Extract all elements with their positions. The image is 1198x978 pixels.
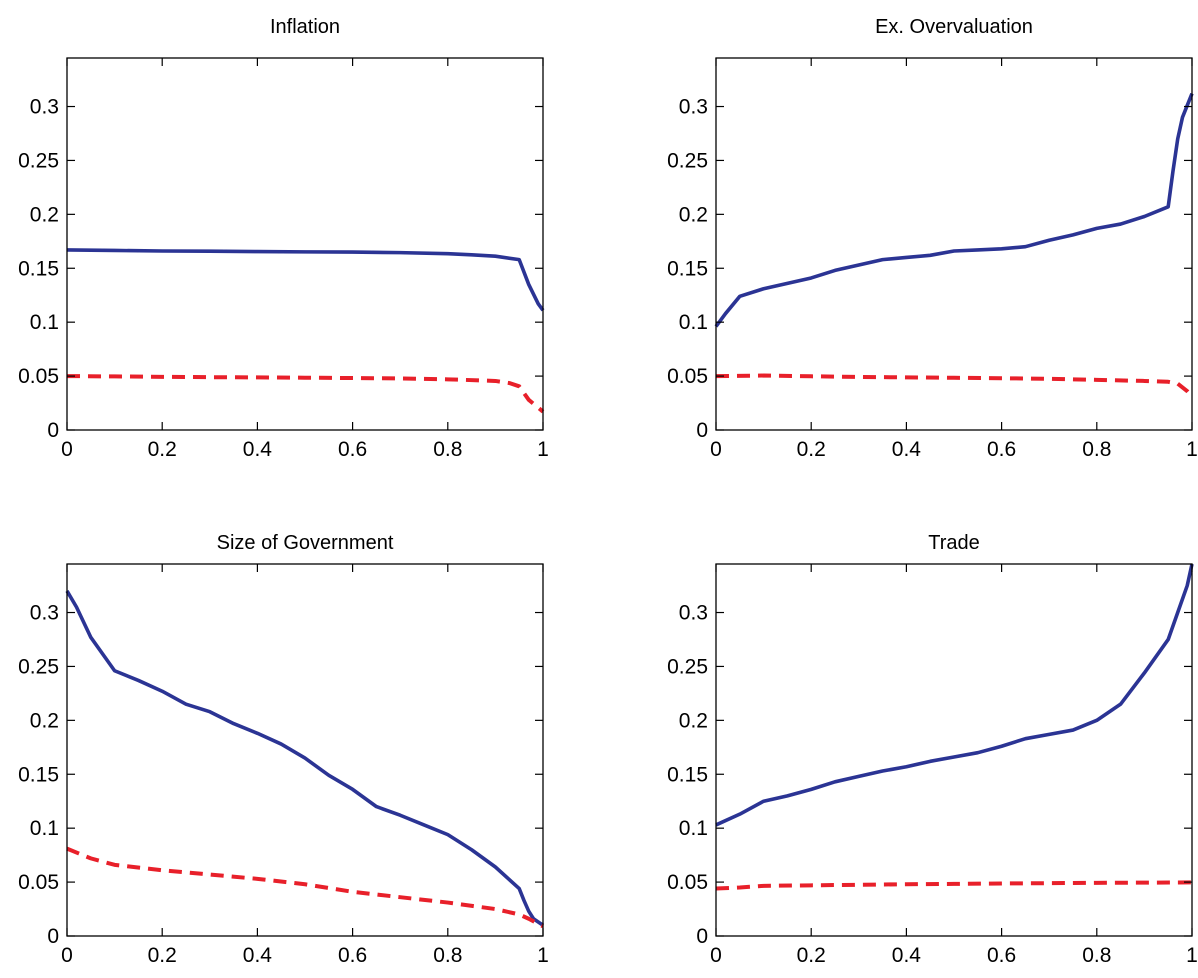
series-line-dashed xyxy=(715,880,1193,891)
x-tick-label: 0.4 xyxy=(892,944,922,967)
y-tick-label: 0.25 xyxy=(667,149,708,172)
y-tick-label: 0.3 xyxy=(679,96,708,119)
series-group xyxy=(714,92,1194,398)
x-tick-label: 1 xyxy=(537,944,549,967)
y-tick-label: 0.3 xyxy=(679,602,708,625)
y-tick-label: 0.2 xyxy=(679,709,708,732)
x-tick-label: 0.8 xyxy=(1082,944,1111,967)
y-tick-label: 0.1 xyxy=(30,817,59,840)
y-tick-label: 0.2 xyxy=(30,709,59,732)
x-tick-label: 0.4 xyxy=(243,944,273,967)
x-tick-label: 0.4 xyxy=(243,438,273,461)
y-tick-label: 0 xyxy=(47,925,59,948)
y-tick-label: 0.15 xyxy=(667,257,708,280)
y-tick-label: 0.3 xyxy=(30,96,59,119)
series-line-dashed xyxy=(66,374,545,414)
x-tick-label: 0.2 xyxy=(797,944,826,967)
series-line-dashed xyxy=(715,373,1194,398)
series-line-solid xyxy=(714,92,1194,328)
axes-frame xyxy=(715,57,1193,431)
x-tick-label: 0 xyxy=(61,438,73,461)
y-tick-label: 0 xyxy=(696,419,708,442)
x-tick-label: 0.8 xyxy=(1082,438,1111,461)
y-tick-label: 0.25 xyxy=(667,655,708,678)
panel-title: Ex. Overvaluation xyxy=(875,16,1033,38)
y-tick-label: 0.1 xyxy=(30,311,59,334)
y-tick-label: 0 xyxy=(696,925,708,948)
x-tick-label: 0.2 xyxy=(148,438,177,461)
series-line-solid xyxy=(66,248,545,312)
series-group xyxy=(65,590,545,929)
x-tick-label: 0.8 xyxy=(433,438,462,461)
x-tick-label: 1 xyxy=(537,438,549,461)
x-tick-label: 0.2 xyxy=(797,438,826,461)
y-tick-label: 0.1 xyxy=(679,817,708,840)
panel-title: Inflation xyxy=(270,16,340,38)
panel-ex-overvaluation: Ex. Overvaluation 0 0.2 0.4 0.6 0.8 1 0 0.05 0.1… xyxy=(667,16,1198,461)
y-tick-label: 0.05 xyxy=(18,365,59,388)
y-tick-label: 0.15 xyxy=(18,257,59,280)
axes-frame xyxy=(715,563,1193,937)
y-tick-label: 0.15 xyxy=(667,763,708,786)
x-tick-label: 0.6 xyxy=(987,944,1016,967)
x-tick-label: 0.2 xyxy=(148,944,177,967)
axes-frame xyxy=(66,563,544,937)
y-tick-label: 0.3 xyxy=(30,602,59,625)
x-tick-label: 0.6 xyxy=(987,438,1016,461)
series-line-solid xyxy=(715,563,1194,827)
tick-group: 0 0.2 0.4 0.6 0.8 1 0 0.05 0.1 0.15 0.2 0.25 0.3 xyxy=(667,564,1198,967)
y-tick-label: 0.2 xyxy=(679,203,708,226)
tick-group: 0 0.2 0.4 0.6 0.8 1 0 0.05 0.1 0.15 0.2 0.25 0.3 xyxy=(667,58,1198,461)
y-tick-label: 0.15 xyxy=(18,763,59,786)
y-tick-label: 0 xyxy=(47,419,59,442)
y-tick-label: 0.1 xyxy=(679,311,708,334)
x-tick-label: 0.4 xyxy=(892,438,922,461)
x-tick-label: 0 xyxy=(61,944,73,967)
series-line-solid xyxy=(65,590,545,927)
y-tick-label: 0.25 xyxy=(18,149,59,172)
panel-inflation: Inflation 0 0.2 0.4 0.6 0.8 100.050.10.150.20… xyxy=(18,16,549,461)
panel-title: Trade xyxy=(928,532,980,554)
x-tick-label: 0.6 xyxy=(338,944,367,967)
x-tick-label: 0.8 xyxy=(433,944,462,967)
x-tick-label: 0 xyxy=(710,944,722,967)
series-line-dashed xyxy=(66,846,544,929)
panel-size-of-government: Size of Government 0 0.2 0.4 0.6 0.8 1 0 0.05 0.… xyxy=(18,532,549,967)
axes-frame xyxy=(66,57,544,431)
y-tick-label: 0.05 xyxy=(18,871,59,894)
panel-trade: Trade 0 0.2 0.4 0.6 0.8 100.050.10.150.20.250… xyxy=(667,532,1198,967)
panel-title: Size of Government xyxy=(217,532,394,554)
y-tick-label: 0.25 xyxy=(18,655,59,678)
x-tick-label: 0.6 xyxy=(338,438,367,461)
x-tick-label: 0 xyxy=(710,438,722,461)
y-tick-label: 0.05 xyxy=(667,365,708,388)
y-tick-label: 0.2 xyxy=(30,203,59,226)
x-tick-label: 1 xyxy=(1186,438,1198,461)
series-group xyxy=(715,563,1194,891)
x-tick-label: 1 xyxy=(1186,944,1198,967)
tick-group: 0 0.2 0.4 0.6 0.8 1 0 0.05 0.1 0.15 0.2 0.25 0.3 xyxy=(18,58,549,461)
series-group xyxy=(66,248,545,414)
y-tick-label: 0.05 xyxy=(667,871,708,894)
tick-group: 0 0.2 0.4 0.6 0.8 1 0 0.05 0.1 0.15 0.2 0.25 0.3 xyxy=(18,564,549,967)
